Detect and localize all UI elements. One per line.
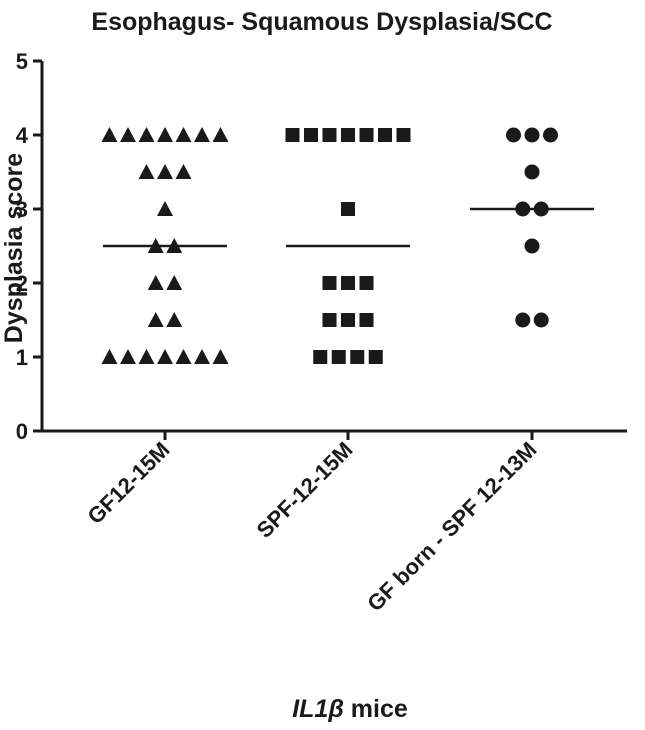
- y-tick-label: 4: [16, 123, 29, 148]
- data-point-triangle: [212, 127, 229, 142]
- data-point-square: [341, 128, 355, 142]
- data-point-triangle: [147, 275, 164, 290]
- data-point-circle: [515, 312, 531, 328]
- data-point-triangle: [157, 349, 173, 364]
- data-point-triangle: [147, 312, 164, 327]
- data-point-triangle: [157, 127, 173, 142]
- data-point-triangle: [212, 349, 229, 364]
- data-point-square: [322, 313, 337, 327]
- data-point-square: [341, 313, 355, 327]
- data-point-square: [359, 276, 374, 290]
- data-point-circle: [524, 127, 540, 143]
- data-point-square: [313, 350, 328, 364]
- data-point-square: [350, 350, 365, 364]
- x-category-label: GF12-15M: [83, 437, 175, 529]
- data-point-triangle: [101, 349, 118, 364]
- data-point-triangle: [157, 164, 173, 179]
- data-point-triangle: [157, 201, 173, 216]
- data-point-square: [341, 202, 355, 216]
- data-point-triangle: [120, 349, 136, 364]
- y-tick-label: 3: [16, 197, 28, 222]
- data-point-square: [322, 128, 337, 142]
- data-point-square: [322, 276, 337, 290]
- data-point-square: [359, 313, 374, 327]
- data-point-triangle: [166, 312, 183, 327]
- x-axis-label-italic: IL1β: [292, 695, 344, 723]
- data-point-triangle: [175, 164, 192, 179]
- data-points: [101, 127, 594, 364]
- data-point-triangle: [138, 349, 155, 364]
- chart-title: Esophagus- Squamous Dysplasia/SCC: [91, 8, 552, 36]
- y-tick-label: 2: [16, 271, 28, 296]
- data-point-triangle: [194, 127, 210, 142]
- x-category-label: GF born - SPF 12-13M: [362, 437, 541, 616]
- data-point-square: [396, 128, 411, 142]
- data-point-square: [359, 128, 374, 142]
- data-point-circle: [524, 164, 540, 180]
- y-tick-label: 5: [16, 49, 28, 74]
- data-point-triangle: [101, 127, 118, 142]
- data-point-square: [341, 276, 355, 290]
- y-tick-label: 0: [16, 419, 28, 444]
- x-category-label: SPF-12-15M: [252, 437, 358, 543]
- data-point-square: [331, 350, 346, 364]
- data-point-circle: [506, 127, 521, 143]
- data-point-circle: [543, 127, 558, 143]
- data-point-triangle: [175, 127, 192, 142]
- data-point-square: [304, 128, 318, 142]
- data-point-triangle: [175, 349, 192, 364]
- data-point-square: [285, 128, 300, 142]
- y-axis-label: Dysplasia score: [0, 153, 28, 343]
- data-point-triangle: [138, 164, 155, 179]
- data-point-square: [378, 128, 392, 142]
- data-point-triangle: [138, 127, 155, 142]
- data-point-triangle: [166, 275, 183, 290]
- data-point-circle: [524, 238, 540, 254]
- data-point-square: [368, 350, 383, 364]
- data-point-circle: [533, 312, 549, 328]
- y-tick-label: 1: [16, 345, 28, 370]
- x-axis-label-rest: mice: [344, 695, 408, 723]
- data-point-triangle: [120, 127, 136, 142]
- data-point-triangle: [194, 349, 210, 364]
- x-axis-label: IL1β mice: [292, 695, 408, 723]
